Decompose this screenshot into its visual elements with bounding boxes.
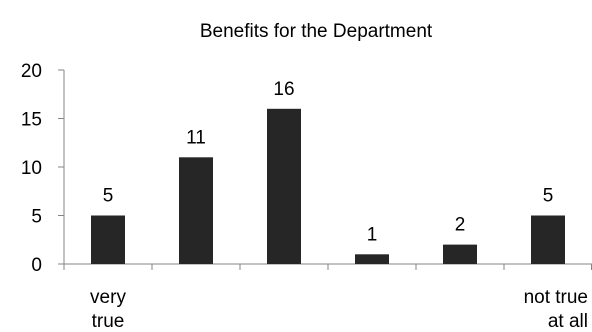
data-label: 5 [103, 186, 114, 207]
y-axis: 0 5 10 15 20 [21, 61, 65, 276]
y-tick-label: 15 [21, 110, 42, 131]
bar [355, 254, 389, 264]
category-label: not true [524, 287, 588, 308]
bar [179, 157, 213, 264]
bar [443, 244, 477, 264]
y-tick-label: 5 [31, 207, 42, 228]
data-label: 16 [273, 79, 294, 100]
data-labels: 5 11 16 1 2 5 [103, 79, 554, 246]
bar [267, 108, 301, 264]
category-label: true [92, 311, 125, 332]
y-tick-label: 0 [31, 255, 42, 276]
data-label: 2 [455, 215, 466, 236]
y-tick-label: 10 [21, 158, 42, 179]
chart-title: Benefits for the Department [200, 21, 433, 42]
y-tick-label: 20 [21, 61, 42, 82]
category-label: very [90, 287, 126, 308]
bars [91, 108, 565, 264]
bar [531, 215, 565, 264]
category-labels: very true not true at all [90, 287, 588, 332]
x-axis [63, 263, 592, 270]
category-label: at all [548, 311, 588, 332]
data-label: 5 [543, 186, 554, 207]
data-label: 11 [186, 127, 206, 148]
bar [91, 215, 125, 264]
data-label: 1 [367, 224, 378, 245]
